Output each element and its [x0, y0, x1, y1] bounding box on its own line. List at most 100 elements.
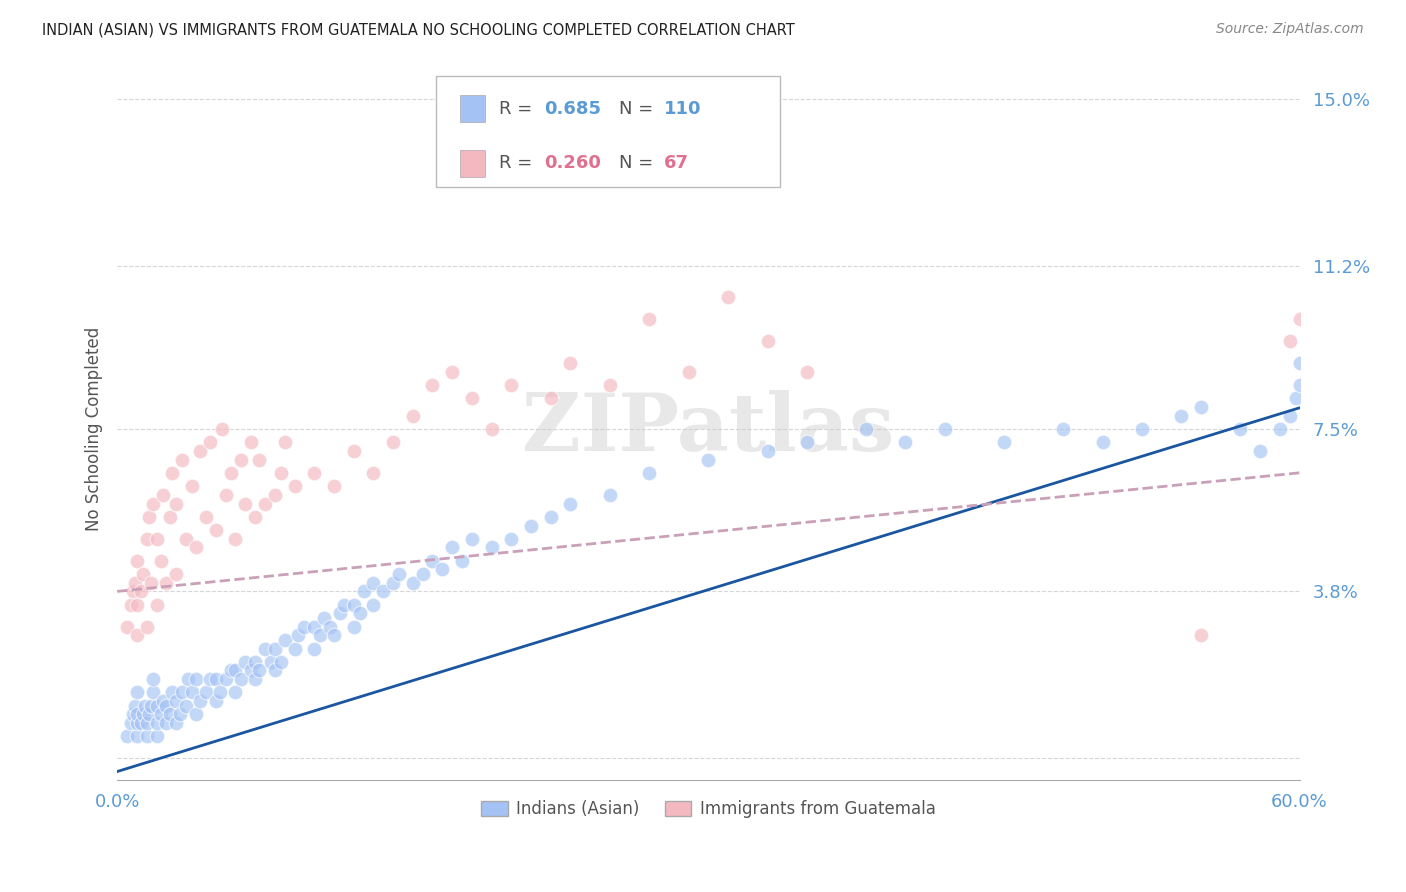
- Point: [231, 673, 253, 687]
- Point: [139, 575, 162, 590]
- Point: [441, 541, 464, 555]
- Point: [287, 628, 309, 642]
- Point: [243, 673, 266, 687]
- Point: [756, 334, 779, 348]
- Point: [231, 452, 253, 467]
- Point: [501, 378, 523, 392]
- Point: [363, 598, 385, 612]
- Point: [382, 575, 405, 590]
- Point: [520, 518, 543, 533]
- Point: [1288, 312, 1310, 326]
- Point: [314, 611, 336, 625]
- Point: [115, 619, 138, 633]
- Point: [481, 541, 503, 555]
- Point: [263, 641, 285, 656]
- Point: [717, 290, 740, 304]
- Point: [125, 716, 148, 731]
- Point: [149, 554, 172, 568]
- Point: [188, 443, 211, 458]
- Point: [125, 707, 148, 722]
- Point: [198, 435, 221, 450]
- Point: [599, 488, 621, 502]
- Point: [638, 466, 661, 480]
- Text: R =: R =: [499, 100, 538, 118]
- Point: [224, 664, 246, 678]
- Point: [233, 497, 256, 511]
- Point: [162, 466, 184, 480]
- Point: [204, 523, 226, 537]
- Point: [402, 409, 425, 423]
- Point: [382, 435, 405, 450]
- Point: [1091, 435, 1114, 450]
- Point: [1285, 391, 1308, 405]
- Point: [540, 391, 562, 405]
- Point: [135, 730, 157, 744]
- Point: [208, 685, 231, 699]
- Point: [1229, 422, 1251, 436]
- Point: [132, 566, 155, 581]
- Point: [188, 694, 211, 708]
- Point: [194, 685, 217, 699]
- Point: [934, 422, 956, 436]
- Point: [304, 619, 326, 633]
- Point: [638, 312, 661, 326]
- Point: [145, 532, 167, 546]
- Point: [142, 673, 165, 687]
- Point: [172, 685, 194, 699]
- Point: [501, 532, 523, 546]
- Point: [149, 707, 172, 722]
- Text: 110: 110: [664, 100, 702, 118]
- Point: [224, 532, 246, 546]
- Point: [120, 716, 142, 731]
- Point: [204, 673, 226, 687]
- Point: [263, 488, 285, 502]
- Text: INDIAN (ASIAN) VS IMMIGRANTS FROM GUATEMALA NO SCHOOLING COMPLETED CORRELATION C: INDIAN (ASIAN) VS IMMIGRANTS FROM GUATEM…: [42, 22, 794, 37]
- Point: [363, 575, 385, 590]
- Point: [240, 664, 263, 678]
- Point: [441, 365, 464, 379]
- Point: [165, 694, 187, 708]
- Point: [177, 673, 200, 687]
- Point: [214, 488, 236, 502]
- Point: [273, 632, 295, 647]
- Point: [1278, 334, 1301, 348]
- Point: [124, 698, 146, 713]
- Point: [142, 685, 165, 699]
- Point: [1288, 378, 1310, 392]
- Point: [247, 664, 270, 678]
- Point: [304, 641, 326, 656]
- Point: [198, 673, 221, 687]
- Point: [224, 685, 246, 699]
- Point: [1288, 356, 1310, 370]
- Point: [343, 443, 366, 458]
- Point: [260, 655, 283, 669]
- Point: [138, 707, 160, 722]
- Point: [152, 694, 174, 708]
- Point: [181, 479, 204, 493]
- Point: [343, 598, 366, 612]
- Point: [304, 466, 326, 480]
- Point: [155, 698, 177, 713]
- Point: [363, 466, 385, 480]
- Point: [422, 554, 444, 568]
- Text: N =: N =: [619, 154, 658, 172]
- Point: [221, 664, 243, 678]
- Point: [181, 685, 204, 699]
- Point: [273, 435, 295, 450]
- Point: [129, 584, 152, 599]
- Point: [142, 497, 165, 511]
- Point: [145, 730, 167, 744]
- Point: [349, 607, 371, 621]
- Point: [184, 541, 207, 555]
- Point: [481, 422, 503, 436]
- Text: 67: 67: [664, 154, 689, 172]
- Text: R =: R =: [499, 154, 538, 172]
- Point: [162, 685, 184, 699]
- Point: [155, 575, 177, 590]
- Point: [560, 356, 582, 370]
- Point: [1278, 409, 1301, 423]
- Point: [165, 566, 187, 581]
- Point: [1189, 400, 1212, 414]
- Point: [993, 435, 1015, 450]
- Point: [165, 716, 187, 731]
